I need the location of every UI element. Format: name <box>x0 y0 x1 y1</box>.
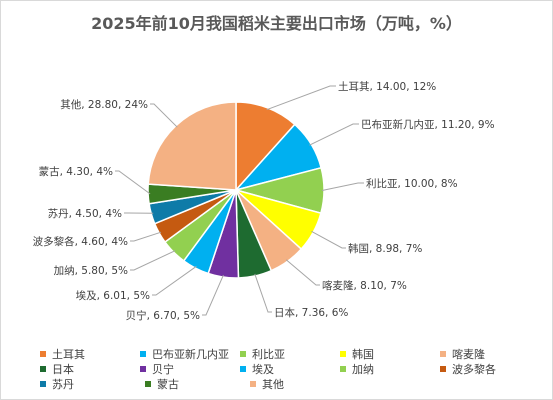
leader-line-8 <box>152 265 197 296</box>
data-label-11: 苏丹, 4.50, 4% <box>48 207 122 220</box>
legend-swatch <box>250 380 256 387</box>
legend-item-6: 日本 <box>40 361 140 376</box>
legend-row: 苏丹 蒙古 其他 <box>40 376 540 391</box>
legend-label: 利比亚 <box>252 347 285 361</box>
legend-swatch <box>40 365 46 372</box>
legend-swatch <box>145 380 151 387</box>
legend-swatch <box>240 365 246 372</box>
legend-label: 其他 <box>262 377 284 391</box>
legend-swatch <box>140 350 146 357</box>
legend-item-4: 韩国 <box>340 346 440 361</box>
legend-item-11: 苏丹 <box>40 376 145 391</box>
legend-swatch <box>240 350 246 357</box>
legend-item-13: 其他 <box>250 376 355 391</box>
legend-swatch <box>340 365 346 372</box>
leader-line-3 <box>321 182 364 191</box>
chart-title: 2025年前10月我国稻米主要出口市场（万吨，%） <box>91 14 462 33</box>
legend-label: 加纳 <box>352 362 374 376</box>
leader-line-6 <box>254 273 272 313</box>
leader-line-7 <box>202 274 224 316</box>
legend-item-8: 埃及 <box>240 361 340 376</box>
legend-item-10: 波多黎各 <box>440 361 540 376</box>
data-label-13: 其他, 28.80, 24% <box>60 98 148 111</box>
legend-swatch <box>440 365 446 372</box>
legend-swatch <box>140 365 146 372</box>
data-label-3: 利比亚, 10.00, 8% <box>366 177 458 190</box>
data-label-9: 加纳, 5.80, 5% <box>54 264 128 277</box>
legend-swatch <box>440 350 446 357</box>
leader-line-2 <box>309 123 359 146</box>
legend-label: 喀麦隆 <box>452 347 485 361</box>
legend-item-3: 利比亚 <box>240 346 340 361</box>
data-label-4: 韩国, 8.98, 7% <box>348 242 422 255</box>
data-label-6: 日本, 7.36, 6% <box>274 306 348 319</box>
data-label-7: 贝宁, 6.70, 5% <box>126 309 200 322</box>
legend-item-9: 加纳 <box>340 361 440 376</box>
legend-label: 韩国 <box>352 347 374 361</box>
legend-label: 波多黎各 <box>452 362 496 376</box>
legend-label: 日本 <box>52 362 74 376</box>
data-label-12: 蒙古, 4.30, 4% <box>39 165 113 178</box>
legend-swatch <box>340 350 346 357</box>
legend-item-1: 土耳其 <box>40 346 140 361</box>
leader-line-12 <box>115 170 151 195</box>
chart-legend: 土耳其 巴布亚新几内亚 利比亚 韩国 喀麦隆日本 贝宁 埃及 加纳 波多黎各苏丹 蒙古 其他 <box>40 346 540 391</box>
legend-label: 土耳其 <box>52 347 85 361</box>
data-label-8: 埃及, 6.01, 5% <box>76 289 150 302</box>
pie-chart: 土耳其, 14.00, 12% 巴布亚新几内亚, 11.20, 9% 利比亚, 10… <box>33 80 495 322</box>
data-label-2: 巴布亚新几内亚, 11.20, 9% <box>361 118 495 131</box>
legend-row: 土耳其 巴布亚新几内亚 利比亚 韩国 喀麦隆 <box>40 346 540 361</box>
data-label-5: 喀麦隆, 8.10, 7% <box>322 279 407 292</box>
legend-label: 贝宁 <box>152 362 174 376</box>
legend-label: 苏丹 <box>52 377 74 391</box>
legend-label: 埃及 <box>252 362 274 376</box>
legend-item-12: 蒙古 <box>145 376 250 391</box>
legend-label: 蒙古 <box>157 377 179 391</box>
legend-item-7: 贝宁 <box>140 361 240 376</box>
leader-line-1 <box>266 85 336 111</box>
legend-item-5: 喀麦隆 <box>440 346 540 361</box>
legend-item-2: 巴布亚新几内亚 <box>140 346 240 361</box>
legend-swatch <box>40 350 46 357</box>
leader-line-13 <box>150 103 178 128</box>
legend-row: 日本 贝宁 埃及 加纳 波多黎各 <box>40 361 540 376</box>
leader-line-4 <box>311 230 346 249</box>
pie-slice-1 <box>235 101 296 192</box>
leader-line-10 <box>130 231 162 242</box>
pie-slice-13 <box>147 101 237 191</box>
leader-line-5 <box>285 259 320 286</box>
legend-label: 巴布亚新几内亚 <box>152 347 229 361</box>
data-label-10: 波多黎各, 4.60, 4% <box>33 235 128 248</box>
data-label-1: 土耳其, 14.00, 12% <box>338 80 436 93</box>
legend-swatch <box>40 380 46 387</box>
leader-line-9 <box>130 250 176 271</box>
